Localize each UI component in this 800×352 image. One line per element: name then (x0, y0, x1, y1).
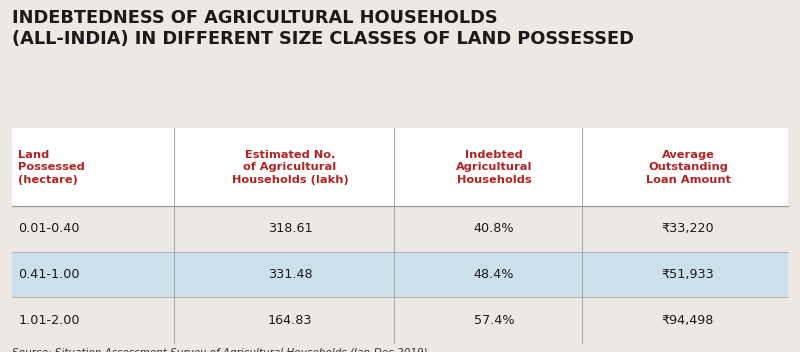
FancyBboxPatch shape (12, 206, 788, 252)
Text: INDEBTEDNESS OF AGRICULTURAL HOUSEHOLDS
(ALL-INDIA) IN DIFFERENT SIZE CLASSES OF: INDEBTEDNESS OF AGRICULTURAL HOUSEHOLDS … (12, 9, 634, 48)
Text: 318.61: 318.61 (268, 222, 312, 235)
Text: Land
Possessed
(hectare): Land Possessed (hectare) (18, 150, 85, 184)
Text: 0.01-0.40: 0.01-0.40 (18, 222, 80, 235)
Text: 1.01-2.00: 1.01-2.00 (18, 314, 80, 327)
Text: ₹51,933: ₹51,933 (662, 268, 714, 281)
Text: Average
Outstanding
Loan Amount: Average Outstanding Loan Amount (646, 150, 730, 184)
Text: ₹94,498: ₹94,498 (662, 314, 714, 327)
Text: 164.83: 164.83 (268, 314, 312, 327)
Text: ₹33,220: ₹33,220 (662, 222, 714, 235)
Text: 57.4%: 57.4% (474, 314, 514, 327)
Text: Indebted
Agricultural
Households: Indebted Agricultural Households (456, 150, 532, 184)
Text: 0.41-1.00: 0.41-1.00 (18, 268, 80, 281)
FancyBboxPatch shape (12, 128, 788, 206)
Text: 331.48: 331.48 (268, 268, 312, 281)
Text: Source: Situation Assessment Survey of Agricultural Households (Jan-Dec 2019),
N: Source: Situation Assessment Survey of A… (12, 348, 431, 352)
FancyBboxPatch shape (12, 297, 788, 343)
FancyBboxPatch shape (12, 252, 788, 297)
Text: 48.4%: 48.4% (474, 268, 514, 281)
Text: Estimated No.
of Agricultural
Households (lakh): Estimated No. of Agricultural Households… (232, 150, 348, 184)
Text: 40.8%: 40.8% (474, 222, 514, 235)
